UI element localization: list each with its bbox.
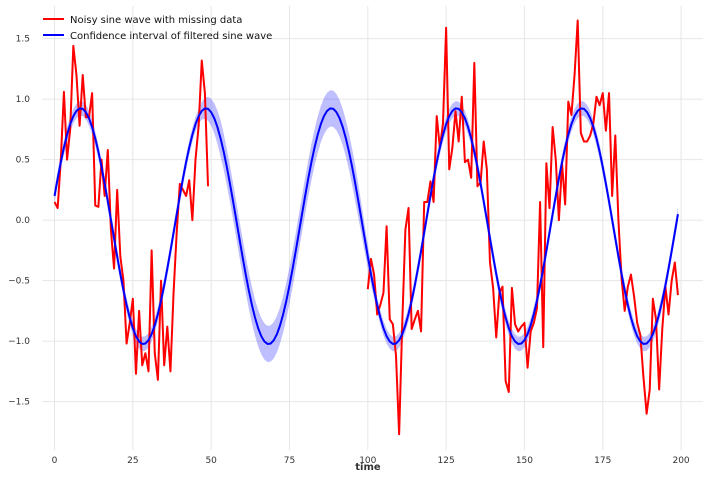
x-tick-label: 50	[205, 456, 217, 466]
x-tick-label: 125	[438, 456, 455, 466]
x-tick-label: 100	[359, 456, 376, 466]
y-tick-label: 0.5	[16, 156, 30, 166]
y-tick-label: 0.0	[16, 216, 31, 226]
y-tick-label: 1.0	[16, 95, 31, 105]
x-tick-label: 25	[127, 456, 138, 466]
x-tick-label: 75	[284, 456, 295, 466]
legend-label-filtered: Confidence interval of filtered sine wav…	[70, 31, 272, 42]
legend-label-noisy: Noisy sine wave with missing data	[70, 15, 242, 26]
x-tick-label: 175	[594, 456, 611, 466]
filtered-mean-line	[53, 107, 679, 346]
y-tick-label: −1.0	[8, 337, 30, 347]
y-tick-label: −0.5	[8, 277, 30, 287]
x-tick-label: 0	[52, 456, 58, 466]
legend: Noisy sine wave with missing data Confid…	[43, 15, 272, 42]
series-lines-layer	[53, 19, 679, 436]
tick-labels-layer: 0 25 50 75 100 125 150 175 200 −1.5 −1.0 −0.5 0.0 0.5…	[8, 35, 690, 466]
y-tick-label: 1.5	[16, 35, 30, 45]
x-axis-title: time	[355, 462, 381, 473]
y-tick-label: −1.5	[8, 398, 30, 408]
x-tick-label: 200	[672, 456, 689, 466]
x-tick-label: 150	[516, 456, 533, 466]
